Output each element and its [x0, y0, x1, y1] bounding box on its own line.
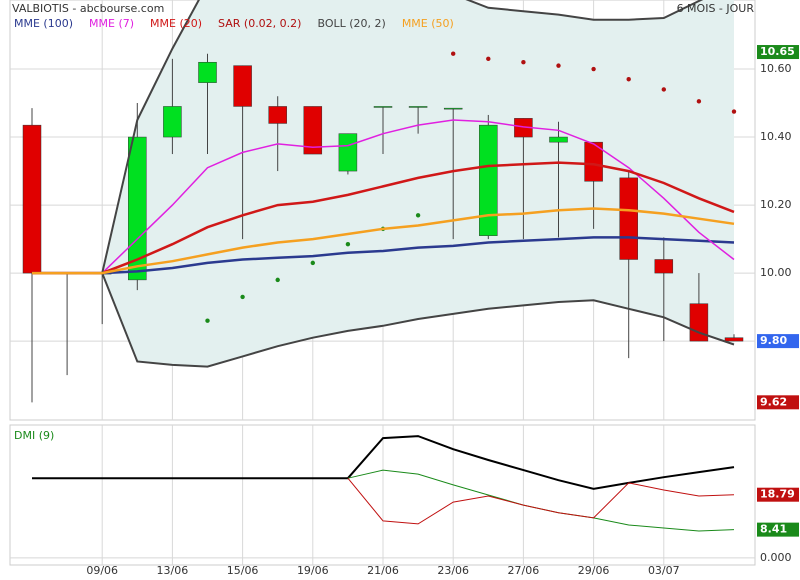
sar-dot — [661, 87, 666, 92]
sar-dot — [486, 56, 491, 62]
candle-body — [619, 177, 638, 260]
price-marker — [757, 522, 799, 537]
sar-dot — [696, 99, 702, 104]
chart-subtitle: 6 MOIS - JOUR — [677, 2, 755, 15]
price-marker-label: 9.80 — [760, 334, 787, 347]
y-tick-label: 10.00 — [760, 266, 792, 279]
price-marker-label: 10.65 — [760, 45, 795, 58]
candle-body — [724, 337, 744, 342]
price-marker-label: 9.62 — [760, 395, 787, 408]
candle-body — [689, 303, 709, 342]
dmi-line — [32, 435, 735, 490]
sar-dot — [451, 51, 456, 56]
sar-dot — [626, 77, 631, 82]
ma-line — [32, 161, 735, 275]
chart-title: VALBIOTIS - abcbourse.com — [12, 2, 164, 15]
candle-body — [303, 106, 323, 155]
x-tick-label: 13/06 — [157, 564, 189, 577]
x-tick-label: 29/06 — [578, 564, 610, 577]
candle-body — [198, 61, 217, 83]
sar-dot — [731, 109, 737, 114]
band-fill — [102, 0, 734, 367]
legend-entry: MME (100) — [14, 17, 73, 30]
y-tick-label: 0.000 — [760, 551, 792, 564]
x-tick-label: 19/06 — [297, 564, 329, 577]
sar-dot — [591, 66, 596, 72]
price-marker — [757, 487, 799, 502]
y-tick-label: 10.60 — [760, 62, 792, 75]
band-lower — [101, 272, 735, 368]
candle-body — [338, 133, 358, 172]
main-layer — [10, 0, 755, 420]
ma-line — [32, 119, 735, 274]
price-marker — [757, 334, 799, 349]
x-tick-label: 21/06 — [367, 564, 399, 577]
x-tick-label: 15/06 — [227, 564, 259, 577]
y-tick-label: 10.20 — [760, 198, 792, 211]
price-marker-label: 8.41 — [760, 523, 787, 536]
x-tick-label: 09/06 — [86, 564, 118, 577]
dmi-line — [347, 477, 735, 525]
sar-dot — [205, 318, 210, 323]
candle-body — [443, 107, 463, 110]
sar-dot — [556, 63, 561, 68]
labels-layer: VALBIOTIS - abcbourse.com 6 MOIS - JOUR … — [12, 2, 799, 577]
band-upper — [101, 0, 704, 274]
sar-dot — [310, 260, 315, 266]
y-tick-label: 10.40 — [760, 130, 792, 143]
price-marker — [757, 395, 799, 410]
x-tick-label: 23/06 — [437, 564, 469, 577]
candle-body — [163, 106, 182, 138]
candle-body — [373, 106, 393, 108]
sar-dot — [521, 60, 526, 65]
sar-dot — [415, 213, 421, 218]
candle-body — [479, 124, 498, 236]
x-tick-label: 27/06 — [508, 564, 540, 577]
dmi-layer — [10, 425, 755, 565]
legend-entry: MME (7) — [89, 17, 134, 30]
candle-body — [233, 65, 252, 107]
candle-body — [654, 259, 674, 274]
candle-body — [549, 136, 568, 143]
price-marker-label: 18.79 — [760, 488, 795, 501]
x-tick-label: 03/07 — [648, 564, 680, 577]
candle-body — [584, 141, 603, 182]
candle-body — [22, 124, 42, 274]
legend-entry: SAR (0.02, 0.2) — [218, 17, 301, 30]
legend-entry: MME (50) — [402, 17, 454, 30]
candle-body — [268, 106, 287, 124]
ma-line — [32, 207, 735, 275]
ma-line — [32, 236, 735, 275]
sar-dot — [240, 294, 245, 300]
price-marker — [757, 45, 799, 60]
sar-dot — [275, 277, 280, 283]
candle-body — [408, 106, 428, 108]
dmi-title: DMI (9) — [14, 429, 54, 442]
legend-entry: MME (20) — [150, 17, 202, 30]
legend-entry: BOLL (20, 2) — [317, 17, 385, 30]
sar-dot — [345, 241, 351, 247]
